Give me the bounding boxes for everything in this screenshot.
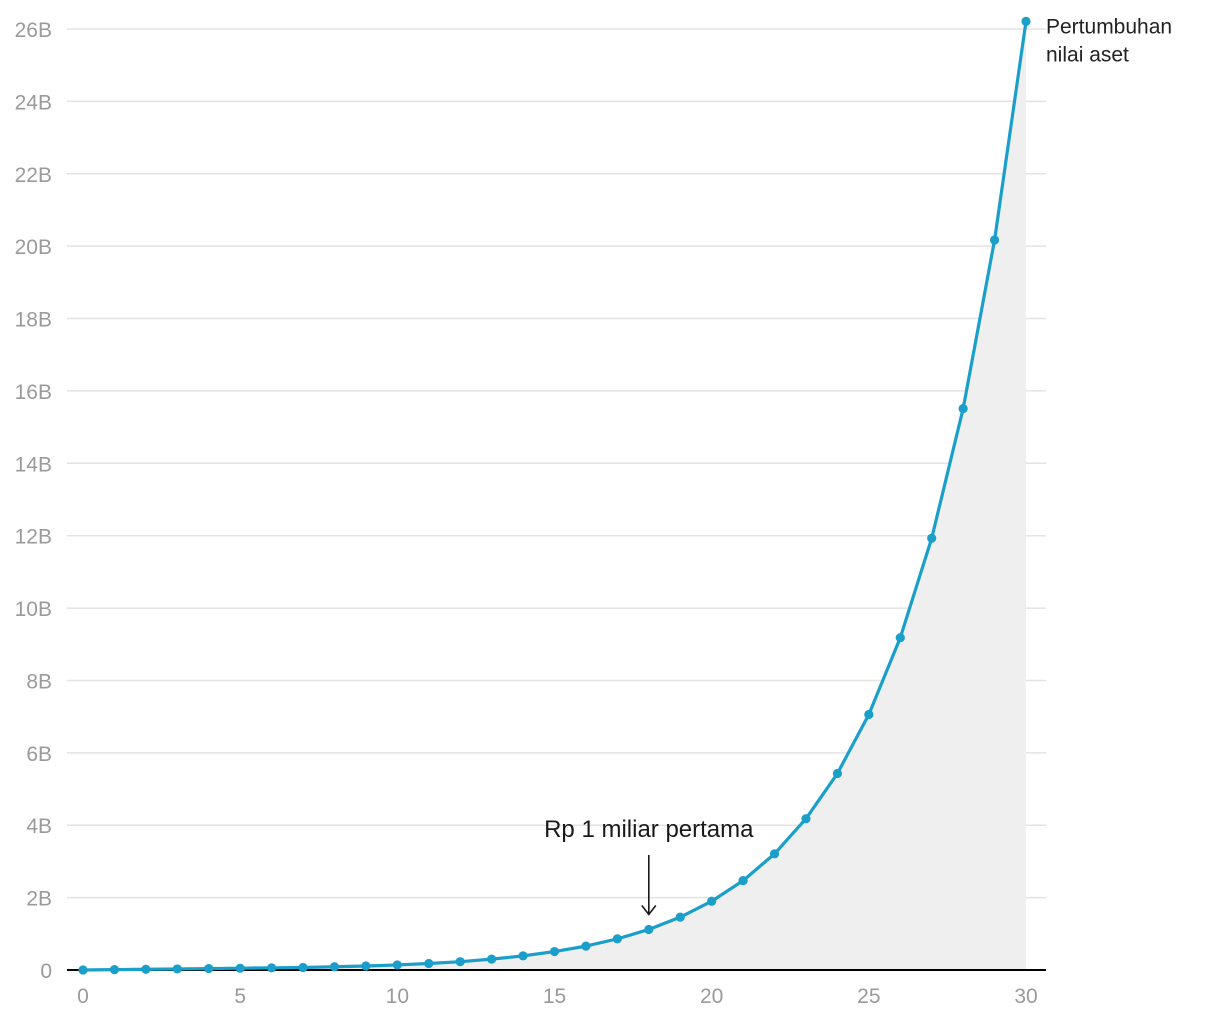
data-point: [329, 962, 340, 972]
y-tick-label: 14B: [15, 453, 52, 476]
series-label-line: Pertumbuhan: [1046, 15, 1172, 38]
x-tick-label: 25: [857, 985, 880, 1008]
x-tick-label: 20: [700, 985, 723, 1008]
data-point: [392, 960, 402, 970]
y-tick-label: 0: [40, 960, 52, 983]
data-point: [989, 235, 1000, 245]
y-tick-label: 4B: [26, 815, 52, 838]
data-point: [927, 533, 937, 543]
series-points: [78, 16, 1031, 975]
data-point: [612, 934, 622, 944]
annotations: Rp 1 miliar pertama: [544, 816, 754, 916]
data-point: [78, 965, 88, 975]
data-point: [738, 876, 748, 886]
area-shape: [83, 21, 1026, 971]
area-fill: [83, 21, 1026, 971]
annotation-arrow-head: [641, 904, 657, 916]
data-point: [864, 709, 874, 720]
y-tick-label: 20B: [15, 236, 52, 259]
annotation-text: Rp 1 miliar pertama: [544, 816, 754, 843]
data-point: [581, 941, 591, 951]
data-point: [549, 946, 560, 957]
y-tick-label: 24B: [15, 91, 52, 114]
x-tick-label: 10: [386, 985, 409, 1008]
data-point: [832, 768, 843, 779]
data-point: [267, 963, 277, 973]
y-tick-label: 12B: [15, 526, 52, 549]
series-label: Pertumbuhan nilai aset: [1046, 15, 1172, 66]
data-point: [141, 964, 151, 974]
x-tick-label: 30: [1014, 985, 1037, 1008]
series-labels: Pertumbuhan nilai aset: [1046, 15, 1172, 66]
data-point: [298, 962, 308, 973]
data-point: [518, 951, 528, 961]
data-point: [707, 896, 717, 906]
y-tick-label: 22B: [15, 164, 52, 187]
y-tick-label: 2B: [26, 888, 52, 911]
data-point: [675, 912, 685, 922]
y-tick-label: 6B: [26, 743, 52, 766]
data-point: [109, 965, 120, 975]
y-tick-label: 10B: [15, 598, 52, 621]
x-tick-label: 15: [543, 985, 566, 1008]
data-point: [235, 963, 245, 973]
data-point: [424, 958, 434, 969]
data-point: [769, 849, 780, 859]
y-tick-label: 16B: [15, 381, 52, 404]
data-point: [172, 964, 182, 974]
series-label-line: nilai aset: [1046, 43, 1129, 66]
y-axis-ticks: 0 2B 4B 6B 8B 10B 12B 14B 16B 18B 20B 22B 24B 26B: [15, 19, 52, 983]
gridlines: [67, 28, 1046, 899]
y-tick-label: 26B: [15, 19, 52, 42]
x-tick-label: 5: [234, 985, 246, 1008]
data-point: [958, 404, 968, 414]
x-axis-ticks: 0 5 10 15 20 25 30: [77, 985, 1038, 1008]
data-point: [204, 963, 214, 974]
data-point: [455, 957, 465, 967]
data-point: [1021, 16, 1031, 26]
x-tick-label: 0: [77, 985, 89, 1008]
data-point: [801, 814, 811, 824]
data-point: [361, 961, 371, 971]
data-point: [895, 633, 905, 643]
data-point: [644, 924, 654, 935]
y-tick-label: 8B: [26, 670, 52, 693]
y-tick-label: 18B: [15, 309, 52, 332]
data-point: [487, 954, 497, 964]
